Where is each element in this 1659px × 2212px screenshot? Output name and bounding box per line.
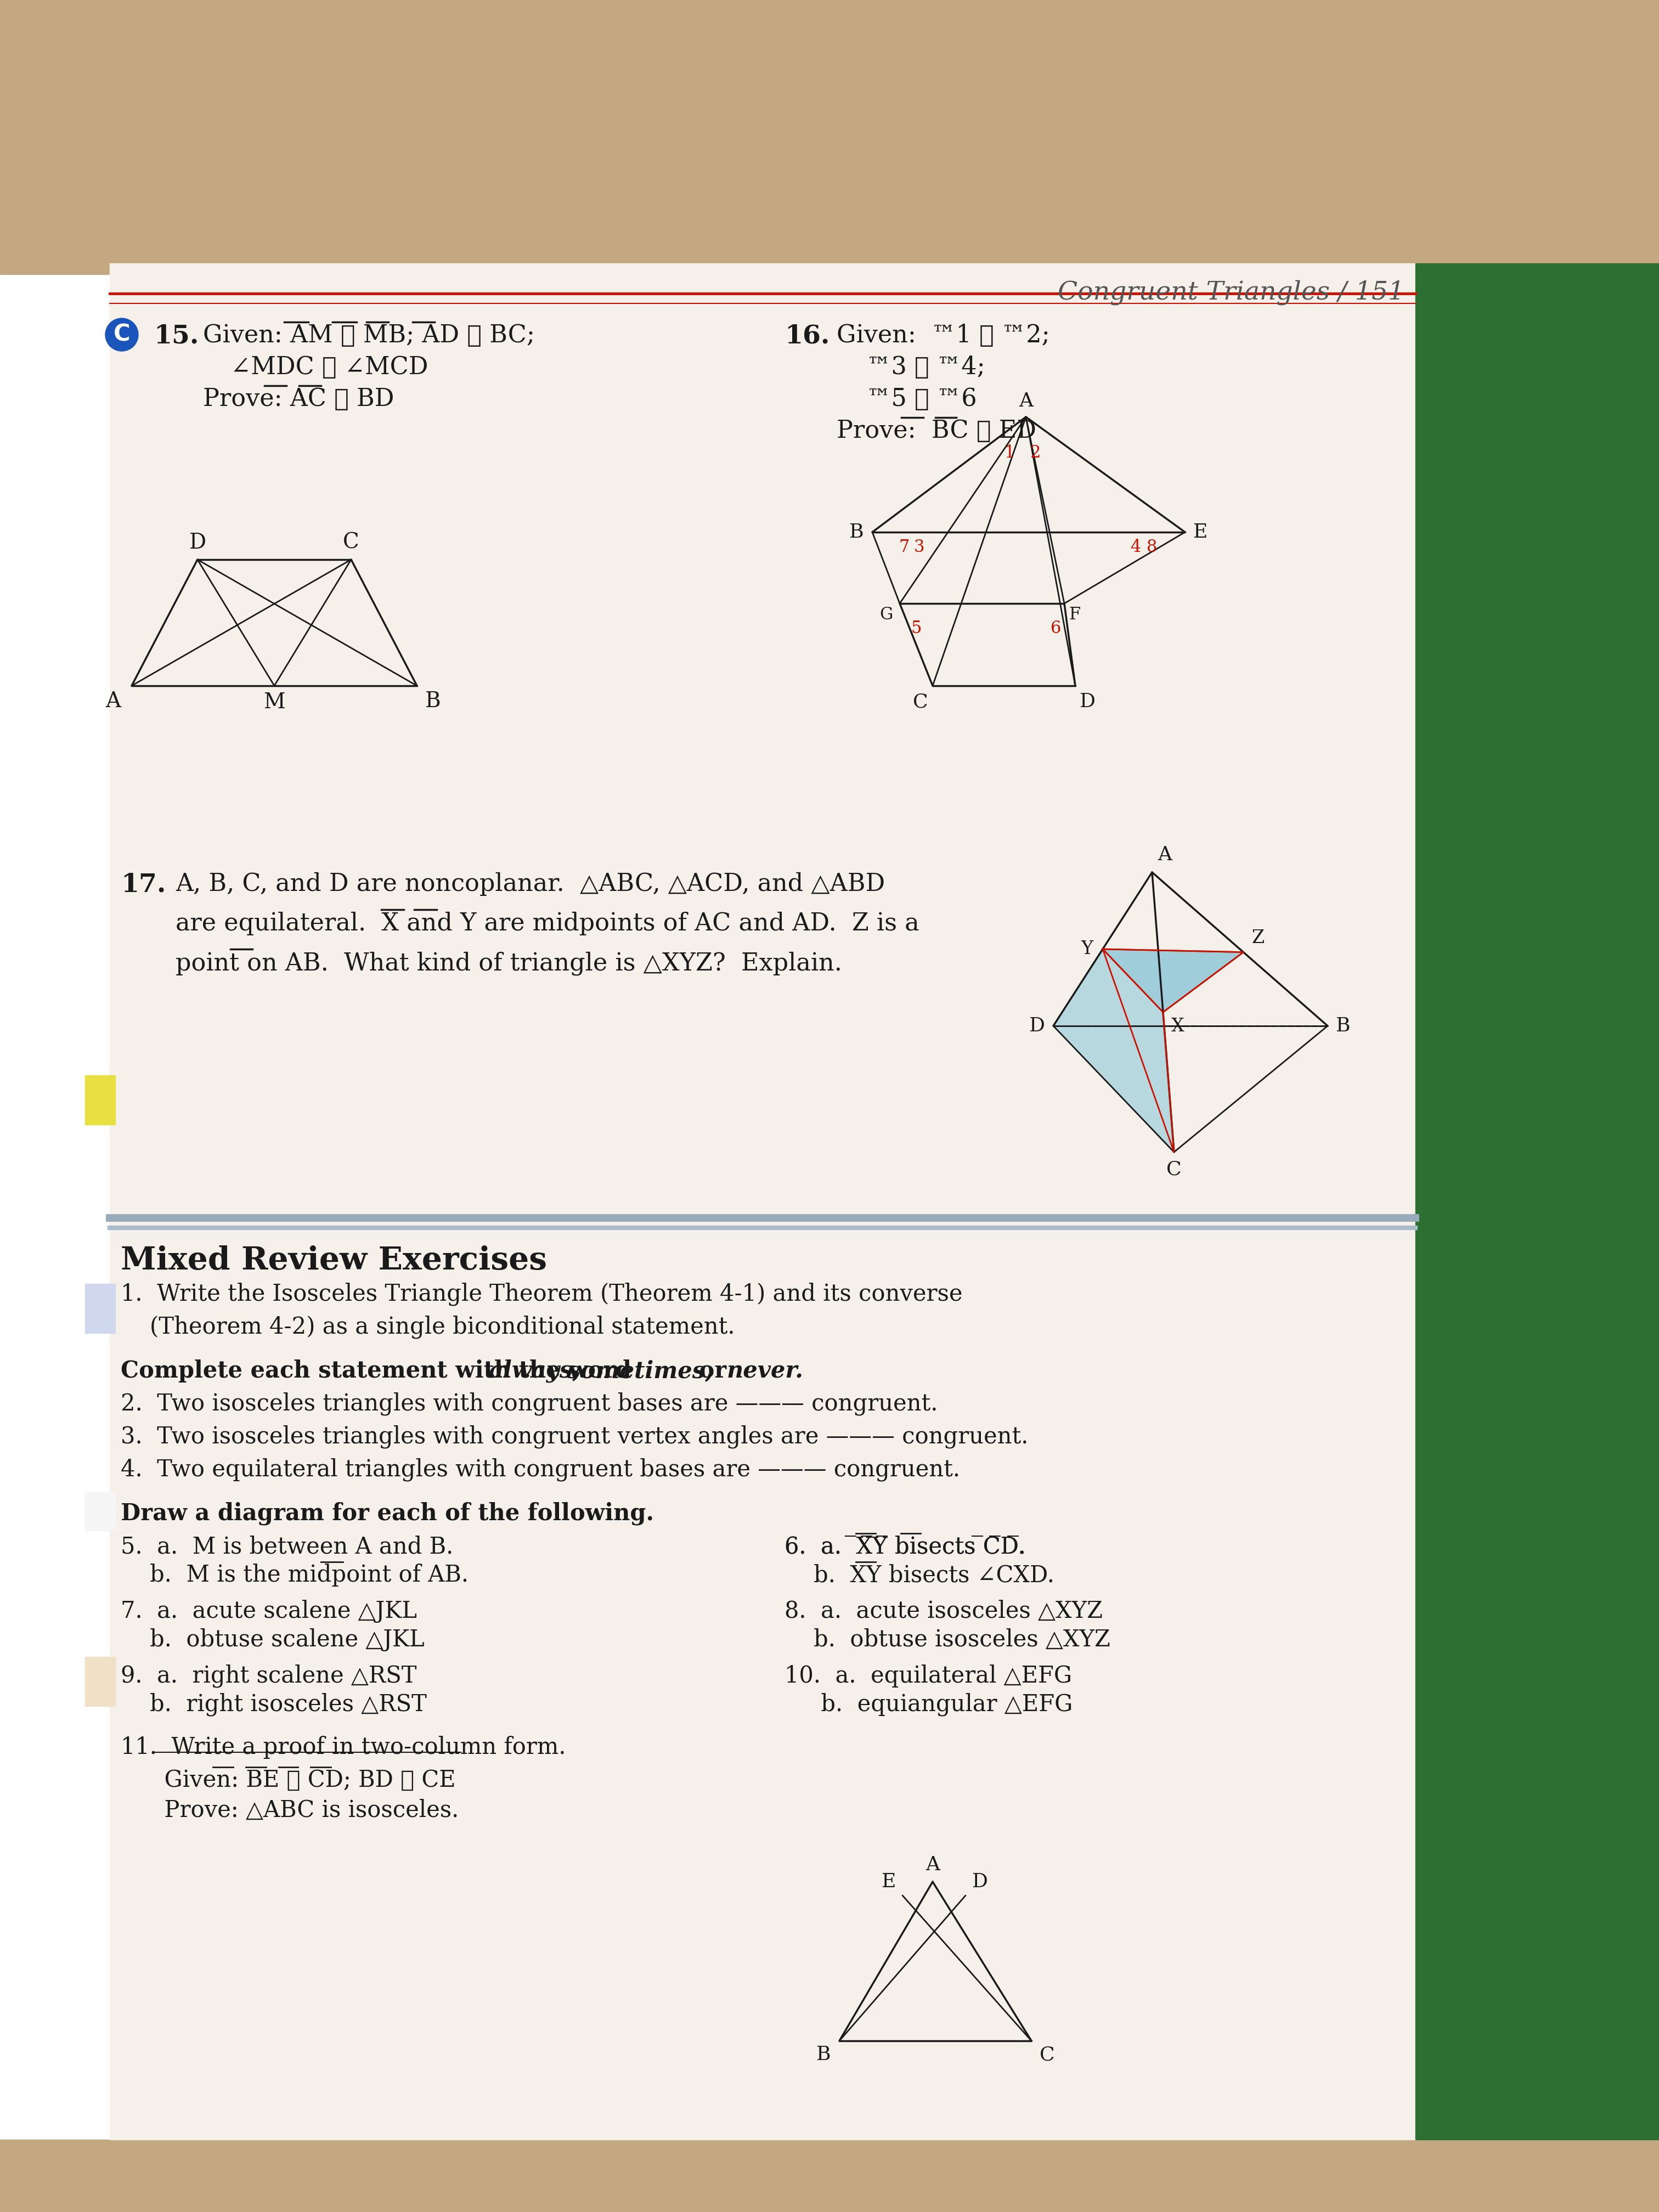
Text: b.  obtuse isosceles △XYZ: b. obtuse isosceles △XYZ bbox=[785, 1628, 1110, 1652]
Text: 2: 2 bbox=[1030, 445, 1042, 460]
Text: 7: 7 bbox=[899, 540, 909, 555]
Text: C: C bbox=[1040, 2046, 1055, 2064]
Text: (Theorem 4-2) as a single biconditional statement.: (Theorem 4-2) as a single biconditional … bbox=[121, 1316, 735, 1338]
Text: b.  obtuse scalene △JKL: b. obtuse scalene △JKL bbox=[121, 1628, 425, 1652]
Text: b.  M is the midpoint of AB.: b. M is the midpoint of AB. bbox=[121, 1564, 468, 1586]
Text: D: D bbox=[1029, 1018, 1045, 1035]
Bar bbox=[0, 0, 1659, 274]
Text: E: E bbox=[881, 1871, 896, 1891]
Text: M: M bbox=[264, 692, 285, 712]
Text: Complete each statement with the word: Complete each statement with the word bbox=[121, 1360, 639, 1383]
Text: B: B bbox=[1335, 1018, 1350, 1035]
Text: or: or bbox=[692, 1360, 735, 1383]
Text: 4: 4 bbox=[1130, 540, 1141, 555]
Text: C: C bbox=[1166, 1161, 1181, 1179]
Text: Mixed Review Exercises: Mixed Review Exercises bbox=[121, 1245, 547, 1276]
Text: 7.  a.  acute scalene △JKL: 7. a. acute scalene △JKL bbox=[121, 1599, 416, 1624]
Text: C: C bbox=[343, 533, 360, 553]
Text: C: C bbox=[113, 323, 129, 345]
Text: B: B bbox=[816, 2046, 831, 2064]
Text: 1.  Write the Isosceles Triangle Theorem (Theorem 4-1) and its converse: 1. Write the Isosceles Triangle Theorem … bbox=[121, 1283, 962, 1305]
Text: B: B bbox=[849, 522, 864, 542]
Text: 2.  Two isosceles triangles with congruent bases are ——— congruent.: 2. Two isosceles triangles with congruen… bbox=[121, 1391, 937, 1416]
Text: D: D bbox=[972, 1871, 989, 1891]
Bar bbox=[109, 263, 1415, 2139]
Text: 9.  a.  right scalene △RST: 9. a. right scalene △RST bbox=[121, 1663, 416, 1688]
Text: C: C bbox=[912, 692, 929, 710]
Text: sometimes,: sometimes, bbox=[559, 1360, 713, 1383]
Text: A: A bbox=[926, 1856, 939, 1874]
Polygon shape bbox=[1103, 949, 1243, 1013]
Text: 3.  Two isosceles triangles with congruent vertex angles are ——— congruent.: 3. Two isosceles triangles with congruen… bbox=[121, 1425, 1029, 1449]
Text: 6.  a.  ̅X̅Y̅ bisects ̅C̅D̅.: 6. a. ̅X̅Y̅ bisects ̅C̅D̅. bbox=[785, 1535, 1025, 1557]
Text: never.: never. bbox=[727, 1360, 803, 1383]
Text: b.  XY bisects ∠CXD.: b. XY bisects ∠CXD. bbox=[785, 1564, 1055, 1586]
Text: ™3 ≅ ™4;: ™3 ≅ ™4; bbox=[866, 356, 985, 378]
Text: Given:  ™1 ≅ ™2;: Given: ™1 ≅ ™2; bbox=[836, 323, 1050, 347]
Text: A: A bbox=[1019, 392, 1034, 411]
Bar bbox=[1415, 263, 1659, 2139]
Text: Y: Y bbox=[1080, 940, 1093, 958]
Text: Congruent Triangles / 151: Congruent Triangles / 151 bbox=[1057, 279, 1405, 305]
Text: ∠MDC ≅ ∠MCD: ∠MDC ≅ ∠MCD bbox=[231, 356, 428, 378]
Text: A: A bbox=[105, 690, 121, 712]
Text: 17.: 17. bbox=[121, 872, 166, 898]
Text: 11.  Write a proof in two-column form.: 11. Write a proof in two-column form. bbox=[121, 1736, 566, 1759]
Text: Prove:  BC ≅ ED: Prove: BC ≅ ED bbox=[836, 418, 1037, 442]
Text: 8: 8 bbox=[1146, 540, 1158, 555]
Text: always,: always, bbox=[488, 1360, 581, 1383]
Bar bbox=[85, 1493, 114, 1531]
Text: A, B, C, and D are noncoplanar.  △ABC, △ACD, and △ABD: A, B, C, and D are noncoplanar. △ABC, △A… bbox=[176, 872, 884, 896]
Text: G: G bbox=[879, 606, 893, 624]
Text: 4.  Two equilateral triangles with congruent bases are ——— congruent.: 4. Two equilateral triangles with congru… bbox=[121, 1458, 961, 1482]
Text: 5: 5 bbox=[911, 619, 921, 637]
Text: b.  right isosceles △RST: b. right isosceles △RST bbox=[121, 1692, 426, 1717]
Bar bbox=[85, 1075, 114, 1124]
Text: Prove: △ABC is isosceles.: Prove: △ABC is isosceles. bbox=[121, 1798, 460, 1823]
Text: Prove: AC ≅ BD: Prove: AC ≅ BD bbox=[202, 387, 395, 411]
Text: D: D bbox=[189, 533, 206, 553]
Text: are equilateral.  X and Y are midpoints of AC and AD.  Z is a: are equilateral. X and Y are midpoints o… bbox=[176, 911, 919, 936]
Text: X: X bbox=[1171, 1018, 1185, 1035]
Text: 8.  a.  acute isosceles △XYZ: 8. a. acute isosceles △XYZ bbox=[785, 1599, 1103, 1624]
Text: 6: 6 bbox=[1050, 619, 1062, 637]
Text: Z: Z bbox=[1251, 929, 1264, 947]
Text: B: B bbox=[425, 690, 441, 712]
Text: 1: 1 bbox=[1004, 445, 1015, 460]
Text: 5.  a.  M is between A and B.: 5. a. M is between A and B. bbox=[121, 1535, 453, 1557]
Text: D: D bbox=[1080, 692, 1095, 710]
Text: F: F bbox=[1068, 606, 1080, 624]
Text: 3: 3 bbox=[914, 540, 924, 555]
Bar bbox=[0, 2139, 1659, 2212]
Text: ™5 ≅ ™6: ™5 ≅ ™6 bbox=[866, 387, 977, 411]
Text: 6.  a.  XY bisects CD.: 6. a. XY bisects CD. bbox=[785, 1535, 1025, 1557]
Text: A: A bbox=[1158, 845, 1171, 865]
Text: 15.: 15. bbox=[154, 323, 199, 349]
Text: Given: AM ≅ MB; AD ≅ BC;: Given: AM ≅ MB; AD ≅ BC; bbox=[202, 323, 534, 347]
Bar bbox=[85, 1283, 114, 1334]
Text: b.  equiangular △EFG: b. equiangular △EFG bbox=[785, 1692, 1073, 1717]
Bar bbox=[85, 1657, 114, 1705]
Text: 16.: 16. bbox=[785, 323, 830, 349]
Text: Draw a diagram for each of the following.: Draw a diagram for each of the following… bbox=[121, 1502, 654, 1526]
Text: Given: BE ≅ CD; BD ≅ CE: Given: BE ≅ CD; BD ≅ CE bbox=[121, 1770, 456, 1792]
Text: E: E bbox=[1193, 522, 1208, 542]
Circle shape bbox=[105, 319, 138, 352]
Text: 10.  a.  equilateral △EFG: 10. a. equilateral △EFG bbox=[785, 1663, 1072, 1688]
Text: point on AB.  What kind of triangle is △XYZ?  Explain.: point on AB. What kind of triangle is △X… bbox=[176, 951, 843, 975]
Polygon shape bbox=[1053, 949, 1175, 1152]
